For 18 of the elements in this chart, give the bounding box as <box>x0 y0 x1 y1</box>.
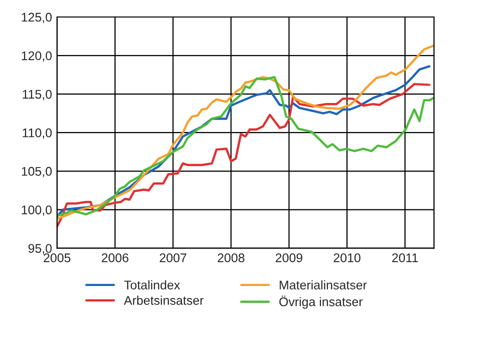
y-tick-label: 105,0 <box>22 166 52 178</box>
y-tick-label: 95,0 <box>28 244 52 254</box>
y-tick-label: 110,0 <box>22 128 52 139</box>
x-tick-label: 2005 <box>44 253 70 262</box>
legend-label: Materialinsatser <box>280 280 367 290</box>
legend-label: Övriga insatser <box>279 296 363 309</box>
x-tick-label: 2011 <box>392 253 418 262</box>
x-tick-label: 2010 <box>334 253 360 262</box>
legend-label: Totalindex <box>124 280 180 290</box>
x-tick-label: 2008 <box>218 253 244 262</box>
y-tick-label: 100,0 <box>22 205 52 216</box>
y-tick-label: 120,0 <box>22 51 52 62</box>
x-tick-label: 2009 <box>276 253 302 262</box>
x-tick-label: 2007 <box>160 253 186 262</box>
legend-label: Arbetsinsatser <box>124 296 204 305</box>
y-tick-label: 115,0 <box>22 90 52 100</box>
x-tick-label: 2006 <box>102 253 128 262</box>
y-tick-label: 125,0 <box>22 12 52 24</box>
